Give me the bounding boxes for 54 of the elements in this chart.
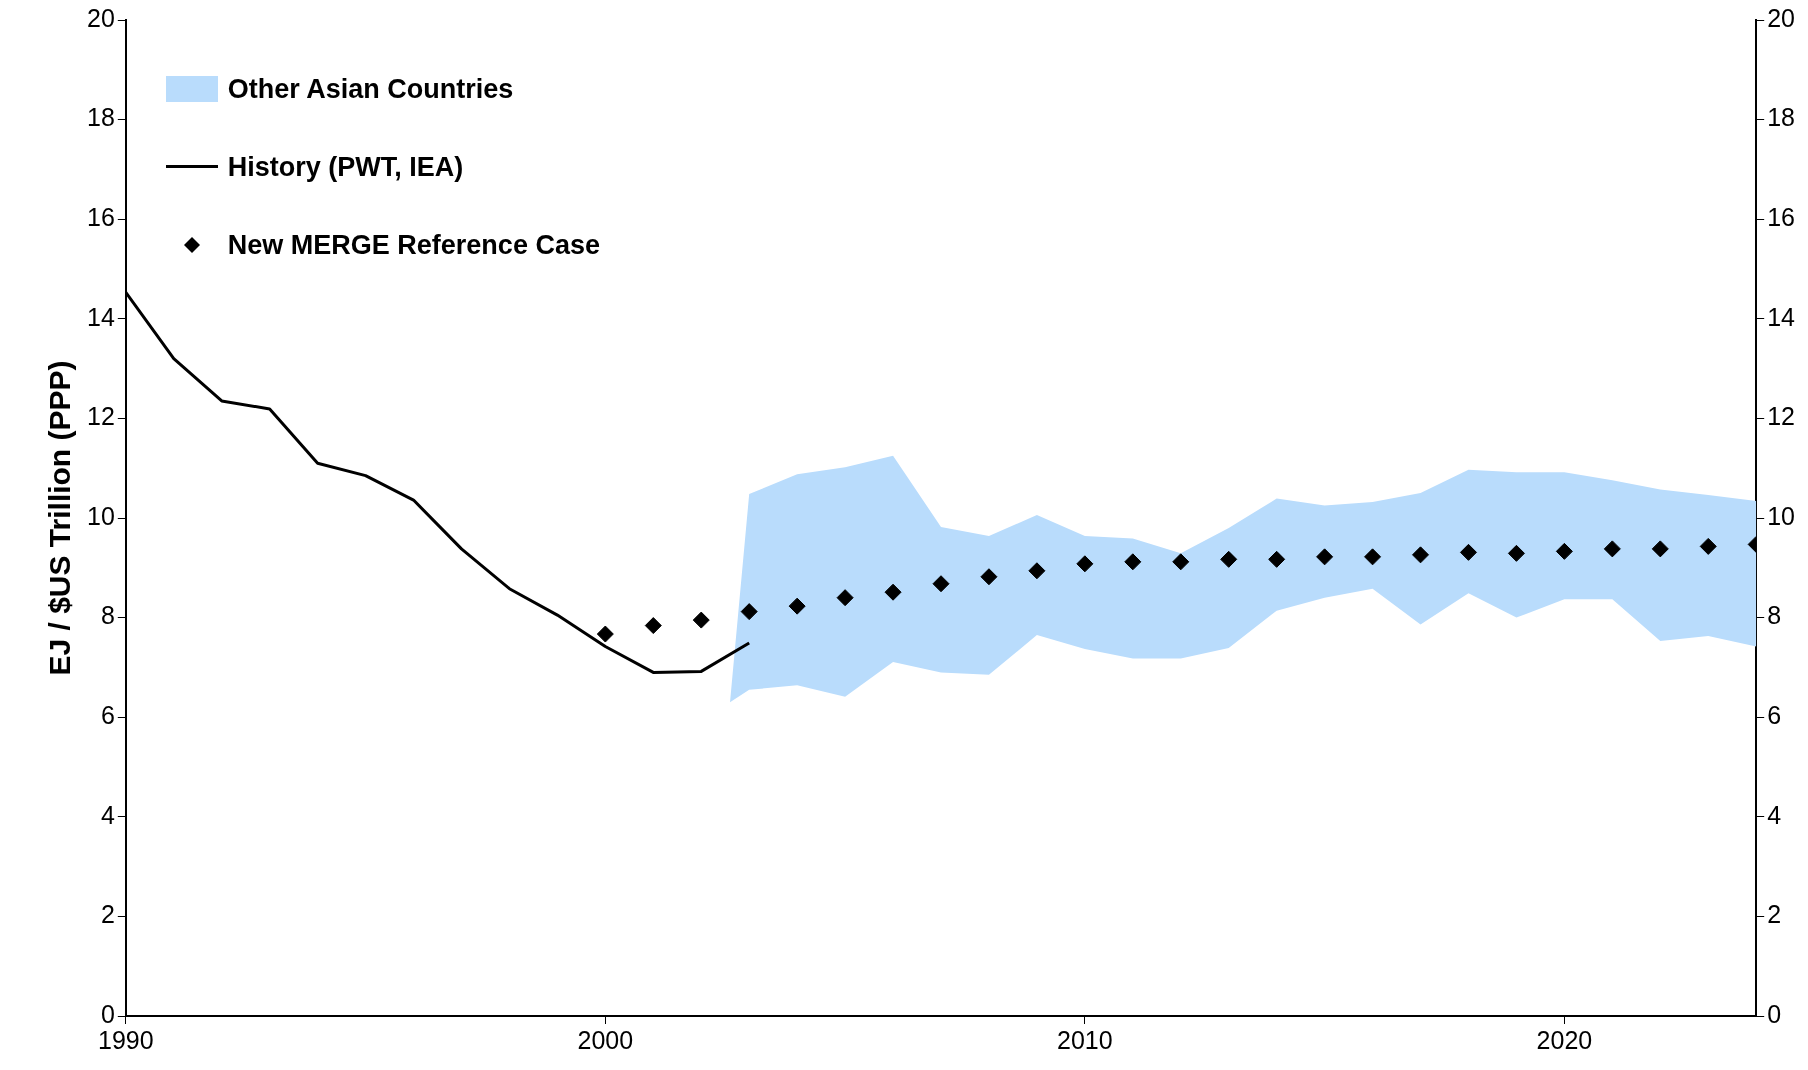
y2-tick-label: 20 bbox=[1767, 3, 1795, 32]
y2-tick-label: 16 bbox=[1767, 203, 1795, 232]
point bbox=[1220, 550, 1238, 568]
point bbox=[1459, 543, 1477, 561]
y-tick-label: 16 bbox=[87, 203, 115, 232]
point bbox=[1364, 548, 1382, 566]
y-tick-label: 12 bbox=[87, 402, 115, 431]
y2-tick-label: 0 bbox=[1767, 999, 1782, 1028]
point bbox=[1316, 548, 1334, 566]
x-tick-label: 2020 bbox=[1536, 1025, 1593, 1054]
y-tick-label: 8 bbox=[100, 601, 115, 630]
x-tick-label: 2010 bbox=[1057, 1025, 1113, 1054]
point bbox=[1124, 553, 1142, 571]
point bbox=[1172, 553, 1190, 571]
y2-tick-label: 12 bbox=[1767, 402, 1795, 431]
point bbox=[692, 611, 710, 629]
y2-tick-label: 10 bbox=[1767, 501, 1795, 530]
x-tick-label: 2000 bbox=[577, 1025, 634, 1054]
y2-tick-label: 4 bbox=[1767, 800, 1782, 829]
point bbox=[596, 625, 614, 643]
y-tick-label: 10 bbox=[87, 501, 115, 530]
point bbox=[836, 589, 854, 607]
y2-tick-label: 14 bbox=[1767, 302, 1796, 331]
point bbox=[1028, 562, 1046, 580]
legend-label: New MERGE Reference Case bbox=[227, 229, 600, 261]
y-tick-label: 0 bbox=[100, 999, 115, 1028]
point bbox=[980, 568, 998, 586]
point bbox=[1555, 542, 1573, 560]
y2-tick-label: 6 bbox=[1767, 701, 1782, 730]
y2-tick-label: 18 bbox=[1767, 103, 1795, 132]
y2-tick-label: 2 bbox=[1767, 900, 1782, 929]
point bbox=[932, 575, 950, 593]
x-tick-label: 1990 bbox=[98, 1025, 154, 1054]
point bbox=[1076, 555, 1094, 573]
point bbox=[1412, 546, 1430, 564]
y2-tick-label: 8 bbox=[1767, 601, 1782, 630]
point bbox=[1507, 544, 1525, 562]
legend-label: History (PWT, IEA) bbox=[227, 151, 464, 183]
point bbox=[884, 583, 902, 601]
point bbox=[1699, 537, 1717, 555]
point bbox=[1268, 550, 1286, 568]
y-axis-title: EJ / $US Trillion (PPP) bbox=[43, 360, 77, 676]
y-tick-label: 14 bbox=[87, 302, 115, 331]
y-tick-label: 2 bbox=[100, 900, 115, 929]
point bbox=[740, 603, 758, 621]
legend-label: Other Asian Countries bbox=[227, 73, 514, 105]
point bbox=[1651, 540, 1669, 558]
y-tick-label: 4 bbox=[100, 800, 115, 829]
y-tick-label: 18 bbox=[87, 103, 115, 132]
point bbox=[1603, 540, 1621, 558]
point bbox=[788, 597, 806, 615]
point bbox=[644, 617, 662, 635]
y-tick-label: 20 bbox=[87, 3, 115, 32]
y-tick-label: 6 bbox=[100, 701, 115, 730]
